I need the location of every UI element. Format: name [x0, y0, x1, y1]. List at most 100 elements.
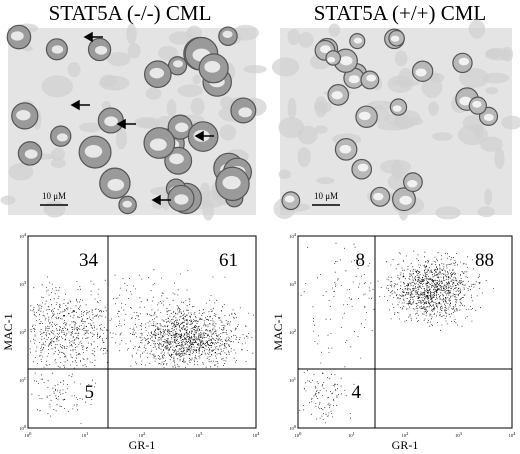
x-tick-label: 100 [295, 431, 303, 438]
cell-nucleus [357, 163, 369, 172]
blob [219, 124, 237, 141]
y-tick-label: 101 [289, 376, 296, 383]
panel-title: STAT5A (-/-) CML [49, 1, 212, 25]
y-tick-label: 100 [289, 424, 297, 431]
blob [67, 62, 81, 78]
plot-frame [297, 235, 513, 429]
blob [287, 97, 297, 120]
cell-nucleus [169, 153, 184, 165]
arrow [194, 130, 214, 142]
blob [166, 99, 177, 118]
blob [482, 72, 510, 84]
blob [477, 206, 495, 218]
micrograph [0, 23, 267, 221]
cell-nucleus [222, 176, 241, 190]
blob [494, 147, 505, 170]
cell-nucleus [175, 122, 189, 133]
blob [387, 75, 414, 93]
cell-nucleus [348, 75, 360, 84]
tick-base: 10 [19, 234, 24, 239]
blob [468, 19, 486, 39]
blob [394, 50, 408, 67]
quadrant-value: 4 [352, 382, 362, 403]
quadrant-value: 5 [85, 382, 95, 403]
tick-base: 10 [139, 433, 144, 438]
x-tick-label: 102 [139, 431, 146, 438]
micrograph [271, 19, 520, 221]
tick-exponent: 4 [257, 431, 260, 436]
tick-exponent: 3 [294, 280, 297, 285]
blob [232, 24, 259, 41]
blob [51, 147, 66, 161]
cell-nucleus [107, 178, 125, 191]
cell-nucleus [415, 68, 427, 77]
quadrant-value: 8 [356, 250, 366, 271]
quadrant-value: 34 [79, 250, 99, 271]
tick-exponent: 3 [460, 431, 463, 436]
blob [186, 25, 202, 41]
arrow [70, 99, 90, 111]
tick-base: 10 [19, 378, 24, 383]
tick-base: 10 [402, 433, 407, 438]
blob [297, 146, 311, 168]
tick-exponent: 3 [200, 431, 203, 436]
cell-nucleus [149, 67, 165, 79]
blob [151, 200, 165, 209]
blob [43, 200, 66, 218]
cell-nucleus [10, 31, 24, 41]
blob [278, 117, 305, 139]
tick-exponent: 4 [24, 232, 27, 237]
x-tick-label: 100 [25, 431, 33, 438]
tick-base: 10 [19, 282, 24, 287]
cell-nucleus [284, 195, 295, 203]
panel-title: STAT5A (+/+) CML [314, 1, 487, 25]
blob [41, 75, 74, 98]
cell-nucleus [399, 195, 412, 205]
tick-exponent: 2 [406, 431, 408, 436]
x-tick-label: 104 [509, 431, 517, 438]
blob [328, 23, 341, 37]
blob [485, 86, 499, 95]
cell-nucleus [16, 109, 31, 121]
blob [367, 100, 395, 110]
tick-base: 10 [253, 433, 258, 438]
blob [202, 199, 215, 221]
blob [458, 67, 489, 88]
cell-nucleus [407, 180, 418, 188]
x-tick-label: 102 [402, 431, 409, 438]
cell-nucleus [458, 57, 470, 66]
x-tick-label: 101 [82, 431, 89, 438]
tick-base: 10 [19, 426, 24, 431]
cell-nucleus [320, 45, 331, 54]
cell-nucleus [122, 200, 133, 208]
cell-nucleus [390, 35, 400, 42]
cell-nucleus [392, 105, 402, 112]
y-tick-label: 104 [19, 232, 27, 239]
cell-nucleus [56, 133, 68, 142]
y-tick-label: 103 [19, 280, 27, 287]
arrow [151, 194, 171, 206]
y-tick-label: 104 [289, 232, 297, 239]
scale-bar-label: 10 μM [314, 191, 338, 201]
blob [314, 125, 328, 134]
y-tick-label: 101 [19, 376, 26, 383]
blob [484, 47, 511, 61]
cell-nucleus [51, 45, 64, 54]
blob [271, 57, 300, 77]
x-axis-label: GR-1 [129, 438, 156, 452]
blob [431, 132, 453, 141]
y-tick-label: 102 [19, 328, 26, 335]
cell-nucleus [173, 60, 184, 68]
cell-nucleus [358, 111, 371, 121]
blob [243, 64, 267, 74]
blob [190, 97, 205, 116]
dot-cloud [299, 242, 494, 424]
blob [158, 45, 178, 61]
plot-frame [27, 235, 257, 429]
cell-nucleus [339, 56, 353, 66]
blob [115, 128, 128, 150]
blob [50, 158, 66, 169]
cell-nucleus [327, 56, 336, 63]
tick-base: 10 [289, 234, 294, 239]
y-axis-label: MAC-1 [1, 313, 15, 350]
